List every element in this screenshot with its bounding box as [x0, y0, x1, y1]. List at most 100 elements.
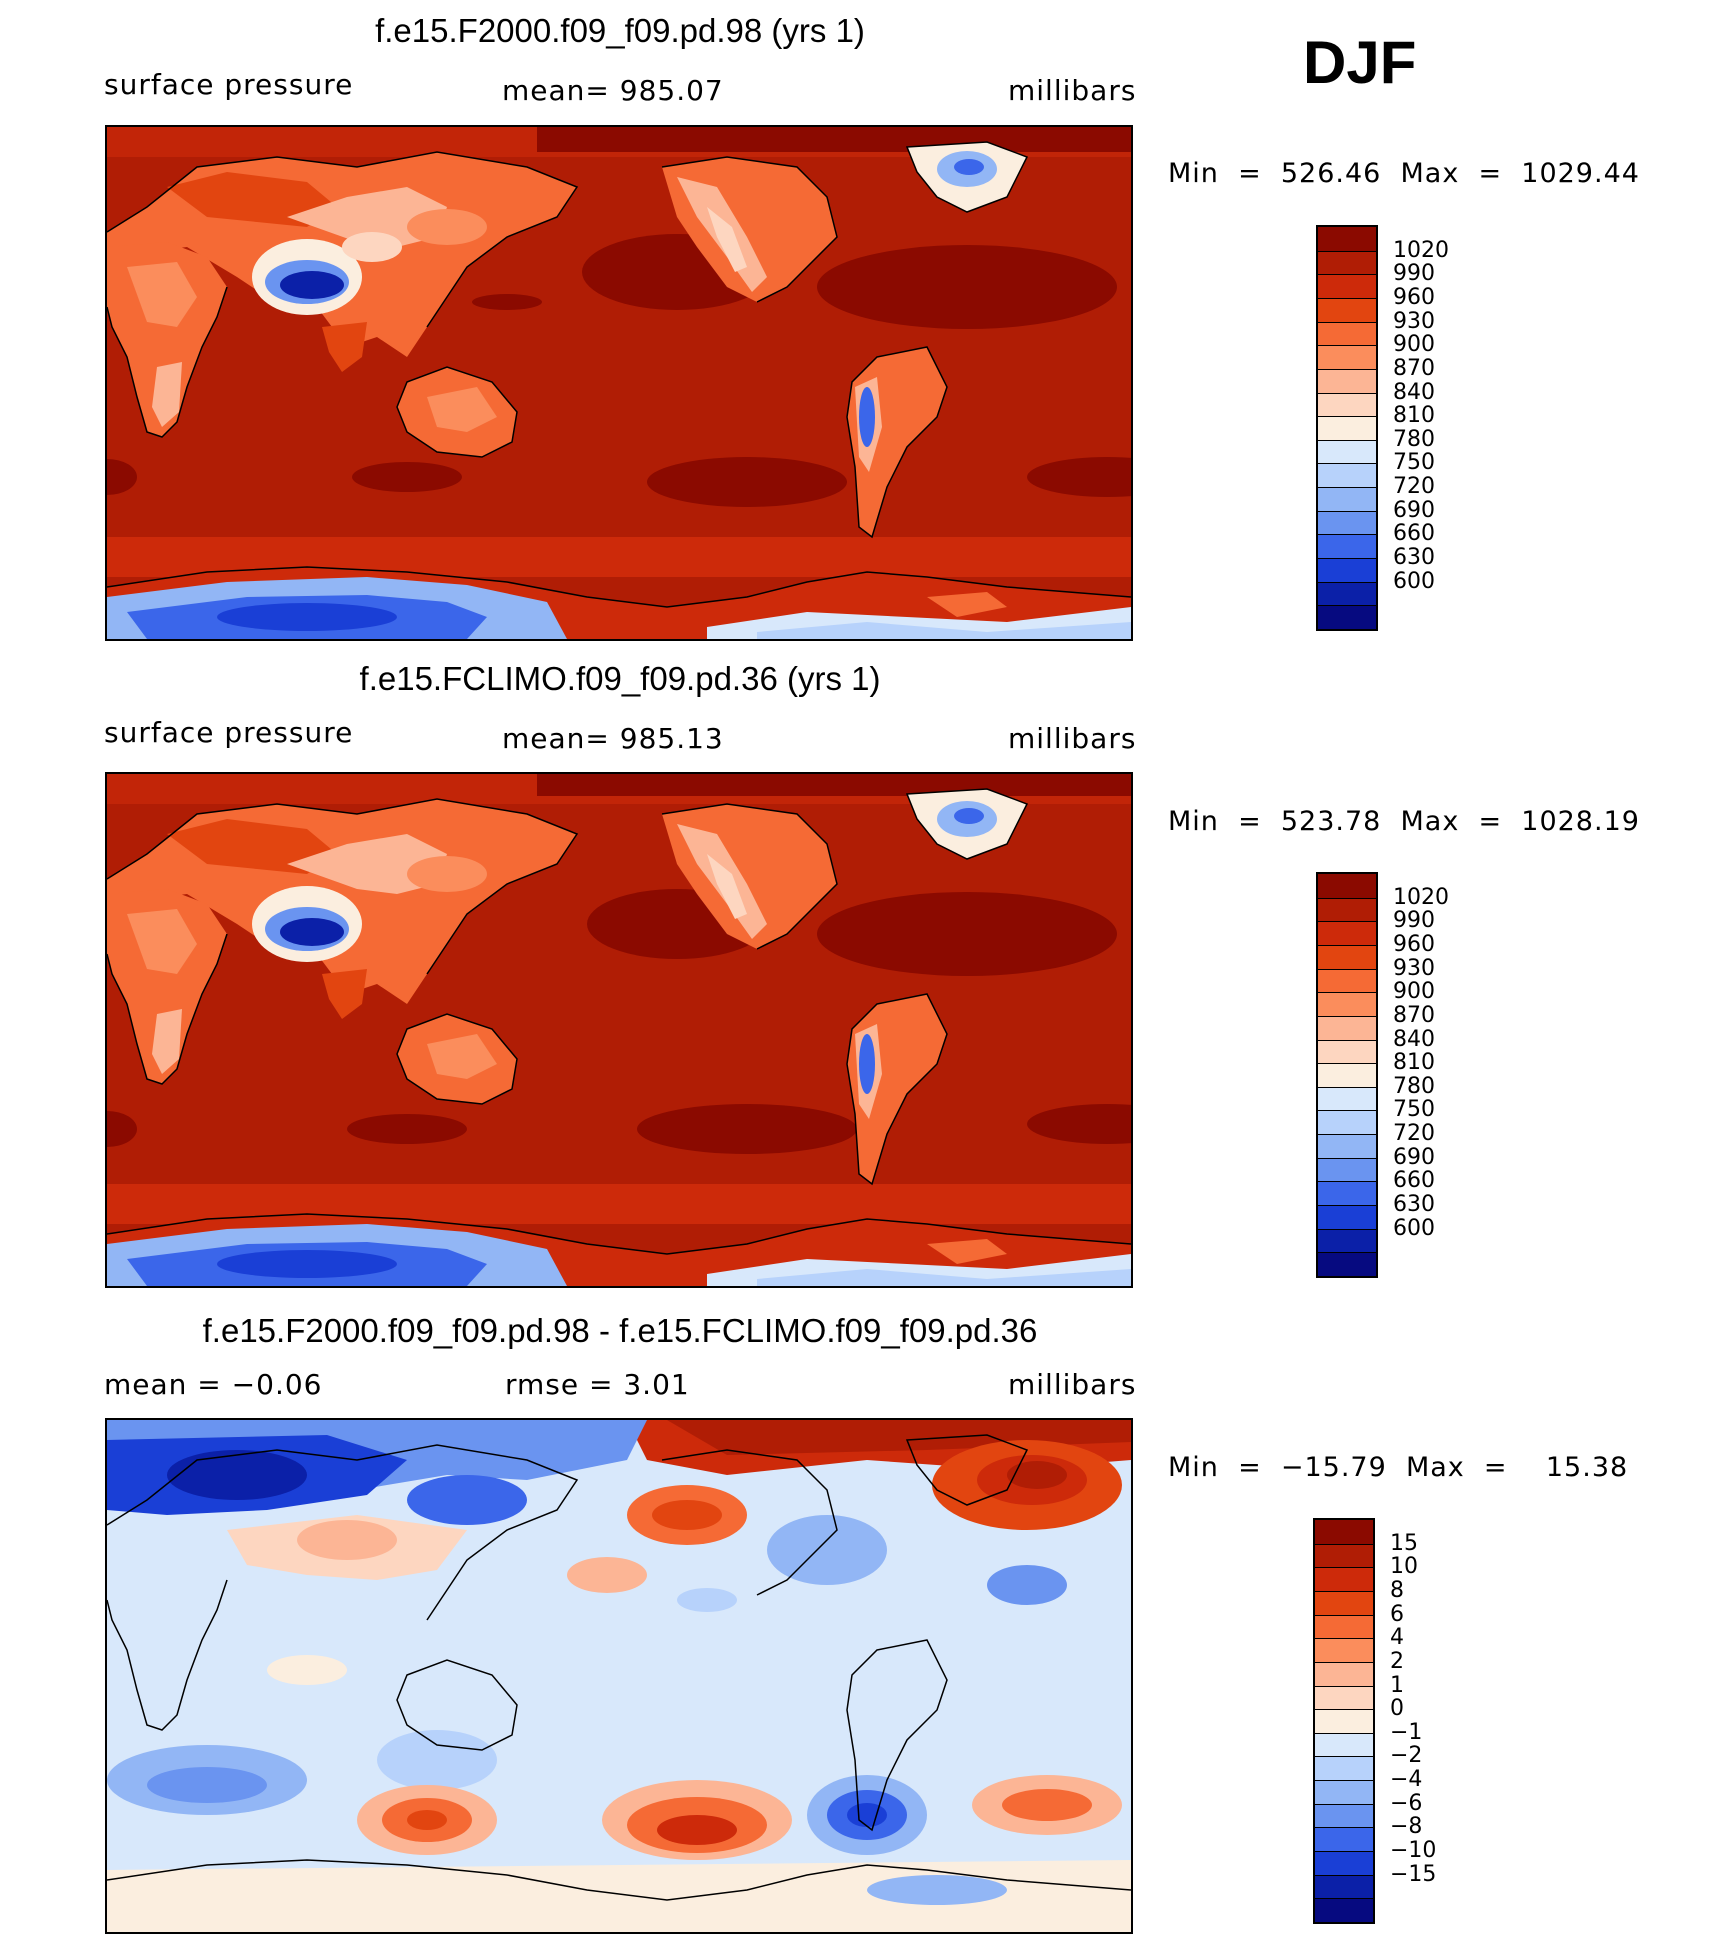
- colorbar-label: 4: [1390, 1625, 1404, 1651]
- colorbar-label: 720: [1393, 1121, 1435, 1147]
- panel-2-units: millibars: [1008, 722, 1137, 755]
- colorbar-swatch: [1318, 1015, 1376, 1040]
- colorbar-label: 690: [1393, 497, 1435, 523]
- colorbar-label: 660: [1393, 1168, 1435, 1194]
- colorbar-swatch: [1315, 1756, 1373, 1781]
- colorbar-label: 750: [1393, 450, 1435, 476]
- colorbar-label: 780: [1393, 1073, 1435, 1099]
- colorbar-swatch: [1318, 463, 1376, 488]
- panel-2-variable: surface pressure: [104, 716, 354, 749]
- colorbar-label: 810: [1393, 403, 1435, 429]
- colorbar-label: 990: [1393, 908, 1435, 934]
- colorbar-swatch: [1318, 392, 1376, 417]
- colorbar-label: −6: [1390, 1790, 1423, 1816]
- panel-1-map: [105, 125, 1133, 641]
- colorbar-label: 10: [1390, 1554, 1418, 1580]
- colorbar-swatch: [1318, 345, 1376, 369]
- panel-2-title: f.e15.FCLIMO.f09_f09.pd.36 (yrs 1): [359, 660, 881, 697]
- panel-2-minmax: Min = 523.78 Max = 1028.19: [1168, 806, 1640, 837]
- panel-3-colorbar-labels: 15 10 8 6 4 2 1 0 −1 −2 −4 −6 −8 −10 −15: [1390, 1518, 1510, 1924]
- colorbar-label: −10: [1390, 1838, 1437, 1864]
- panel-1-colorbar-labels: 1020 990 960 930 900 870 840 810 780 750 720 690 660…: [1393, 225, 1513, 631]
- colorbar-swatch: [1318, 534, 1376, 559]
- colorbar-label: −8: [1390, 1814, 1423, 1840]
- colorbar-swatch: [1315, 1661, 1373, 1686]
- panel-3-rmse: rmse = 3.01: [505, 1368, 690, 1401]
- panel-3-colorbar: [1313, 1518, 1375, 1924]
- colorbar-swatch: [1318, 1134, 1376, 1158]
- colorbar-swatch: [1318, 968, 1376, 993]
- colorbar-label: 840: [1393, 1026, 1435, 1052]
- colorbar-swatch: [1315, 1803, 1373, 1828]
- panel-1-variable: surface pressure: [104, 68, 354, 101]
- colorbar-swatch: [1318, 274, 1376, 298]
- colorbar-swatch: [1315, 1567, 1373, 1591]
- colorbar-label: 6: [1390, 1601, 1404, 1627]
- colorbar-label: 600: [1393, 1215, 1435, 1241]
- panel-1-mean: mean= 985.07: [502, 74, 724, 107]
- colorbar-label: 630: [1393, 1192, 1435, 1218]
- colorbar-label: 810: [1393, 1050, 1435, 1076]
- colorbar-label: 0: [1390, 1696, 1404, 1722]
- panel-2-map: [105, 772, 1133, 1288]
- colorbar-swatch: [1318, 487, 1376, 511]
- panel-3-units: millibars: [1008, 1368, 1137, 1401]
- colorbar-swatch: [1318, 605, 1376, 629]
- colorbar-swatch: [1315, 1709, 1373, 1733]
- colorbar-label: 1020: [1393, 884, 1449, 910]
- colorbar-swatch: [1318, 416, 1376, 440]
- colorbar-swatch: [1315, 1898, 1373, 1922]
- colorbar-label: 960: [1393, 284, 1435, 310]
- colorbar-swatch: [1318, 944, 1376, 969]
- colorbar-swatch: [1318, 1063, 1376, 1087]
- colorbar-swatch: [1318, 1086, 1376, 1111]
- colorbar-label: 900: [1393, 979, 1435, 1005]
- colorbar-swatch: [1315, 1590, 1373, 1615]
- colorbar-swatch: [1315, 1780, 1373, 1804]
- colorbar-swatch: [1315, 1614, 1373, 1639]
- colorbar-label: 660: [1393, 521, 1435, 547]
- colorbar-swatch: [1318, 250, 1376, 275]
- colorbar-swatch: [1315, 1685, 1373, 1710]
- colorbar-swatch: [1318, 558, 1376, 582]
- colorbar-swatch: [1315, 1520, 1373, 1544]
- colorbar-label: 900: [1393, 332, 1435, 358]
- season-label: DJF: [1303, 29, 1417, 96]
- colorbar-label: 720: [1393, 474, 1435, 500]
- colorbar-label: 600: [1393, 568, 1435, 594]
- colorbar-label: 690: [1393, 1144, 1435, 1170]
- colorbar-swatch: [1318, 439, 1376, 464]
- colorbar-label: 2: [1390, 1648, 1404, 1674]
- colorbar-swatch: [1318, 897, 1376, 922]
- panel-1-minmax: Min = 526.46 Max = 1029.44: [1168, 158, 1640, 189]
- panel-3-map: [105, 1418, 1133, 1934]
- colorbar-swatch: [1318, 510, 1376, 535]
- colorbar-swatch: [1318, 1157, 1376, 1182]
- colorbar-swatch: [1315, 1827, 1373, 1852]
- colorbar-swatch: [1318, 1181, 1376, 1206]
- panel-3-mean: mean = −0.06: [104, 1368, 323, 1401]
- panel-2-mean: mean= 985.13: [502, 722, 724, 755]
- colorbar-label: 990: [1393, 261, 1435, 287]
- colorbar-label: 960: [1393, 931, 1435, 957]
- panel-1-units: millibars: [1008, 74, 1137, 107]
- colorbar-swatch: [1315, 1638, 1373, 1662]
- panel-1-title: f.e15.F2000.f09_f09.pd.98 (yrs 1): [375, 12, 865, 49]
- panel-3-title: f.e15.F2000.f09_f09.pd.98 - f.e15.FCLIMO…: [202, 1312, 1038, 1349]
- panel-1-colorbar: [1316, 225, 1378, 631]
- panel-3-minmax: Min = −15.79 Max = 15.38: [1168, 1452, 1629, 1483]
- colorbar-swatch: [1318, 227, 1376, 251]
- colorbar-swatch: [1315, 1543, 1373, 1568]
- colorbar-label: 930: [1393, 308, 1435, 334]
- colorbar-swatch: [1318, 368, 1376, 393]
- colorbar-label: 750: [1393, 1097, 1435, 1123]
- colorbar-swatch: [1318, 297, 1376, 322]
- colorbar-label: 840: [1393, 379, 1435, 405]
- colorbar-swatch: [1315, 1874, 1373, 1899]
- colorbar-swatch: [1318, 321, 1376, 346]
- colorbar-label: 780: [1393, 426, 1435, 452]
- colorbar-label: −1: [1390, 1719, 1423, 1745]
- colorbar-swatch: [1315, 1851, 1373, 1875]
- colorbar-label: 870: [1393, 355, 1435, 381]
- colorbar-swatch: [1318, 581, 1376, 606]
